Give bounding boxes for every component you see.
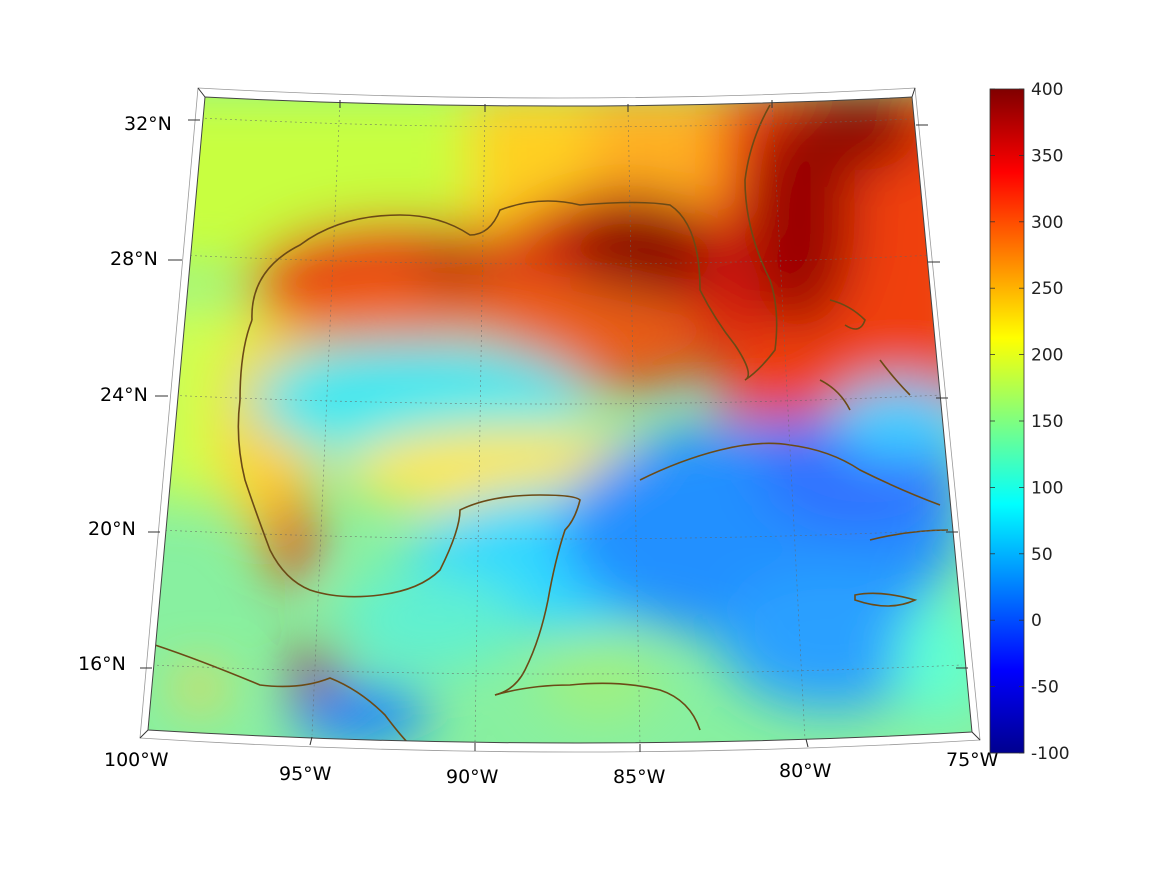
lat-tick-20n: 20°N [88, 518, 136, 540]
colorbar-tick-label: 0 [1031, 611, 1042, 631]
lon-tick-labels: 100°W 95°W 90°W 85°W 80°W 75°W [104, 749, 999, 788]
colorbar-tick-label: 150 [1031, 412, 1063, 432]
lon-tick-95w: 95°W [279, 763, 332, 785]
lat-tick-24n: 24°N [100, 384, 148, 406]
colorbar-tick-label: 300 [1031, 213, 1063, 233]
map-panel: 100°W 95°W 90°W 85°W 80°W 75°W 32°N 28°N… [78, 87, 999, 788]
colorbar-gradient [989, 88, 1025, 754]
lon-tick-100w: 100°W [104, 749, 169, 771]
map-frame [147, 96, 973, 744]
lon-tick-80w: 80°W [779, 760, 832, 782]
frame-ticks [139, 87, 981, 752]
graticule [151, 99, 963, 744]
colorbar-tick-label: 50 [1031, 545, 1053, 565]
colorbar-tick-label: 200 [1031, 346, 1063, 366]
scalar-field [148, 97, 972, 744]
lon-tick-75w: 75°W [946, 749, 999, 771]
colorbar-tick-label: -50 [1031, 678, 1059, 698]
colorbar: 400 350 300 250 200 150 100 50 0 -50 -100 [989, 80, 1070, 764]
colorbar-tick-label: -100 [1031, 744, 1070, 764]
colorbar-tick-label: 100 [1031, 478, 1063, 498]
lat-tick-labels: 32°N 28°N 24°N 20°N 16°N [78, 113, 172, 675]
lat-tick-28n: 28°N [110, 248, 158, 270]
lat-tick-32n: 32°N [124, 113, 172, 135]
lon-tick-85w: 85°W [613, 766, 666, 788]
lat-tick-16n: 16°N [78, 653, 126, 675]
colorbar-ticks: 400 350 300 250 200 150 100 50 0 -50 -100 [990, 80, 1070, 764]
map-frame-outer [139, 87, 981, 753]
colorbar-tick-label: 250 [1031, 279, 1063, 299]
colorbar-tick-label: 400 [1031, 80, 1063, 100]
lon-tick-90w: 90°W [446, 766, 499, 788]
colorbar-tick-label: 350 [1031, 146, 1063, 166]
